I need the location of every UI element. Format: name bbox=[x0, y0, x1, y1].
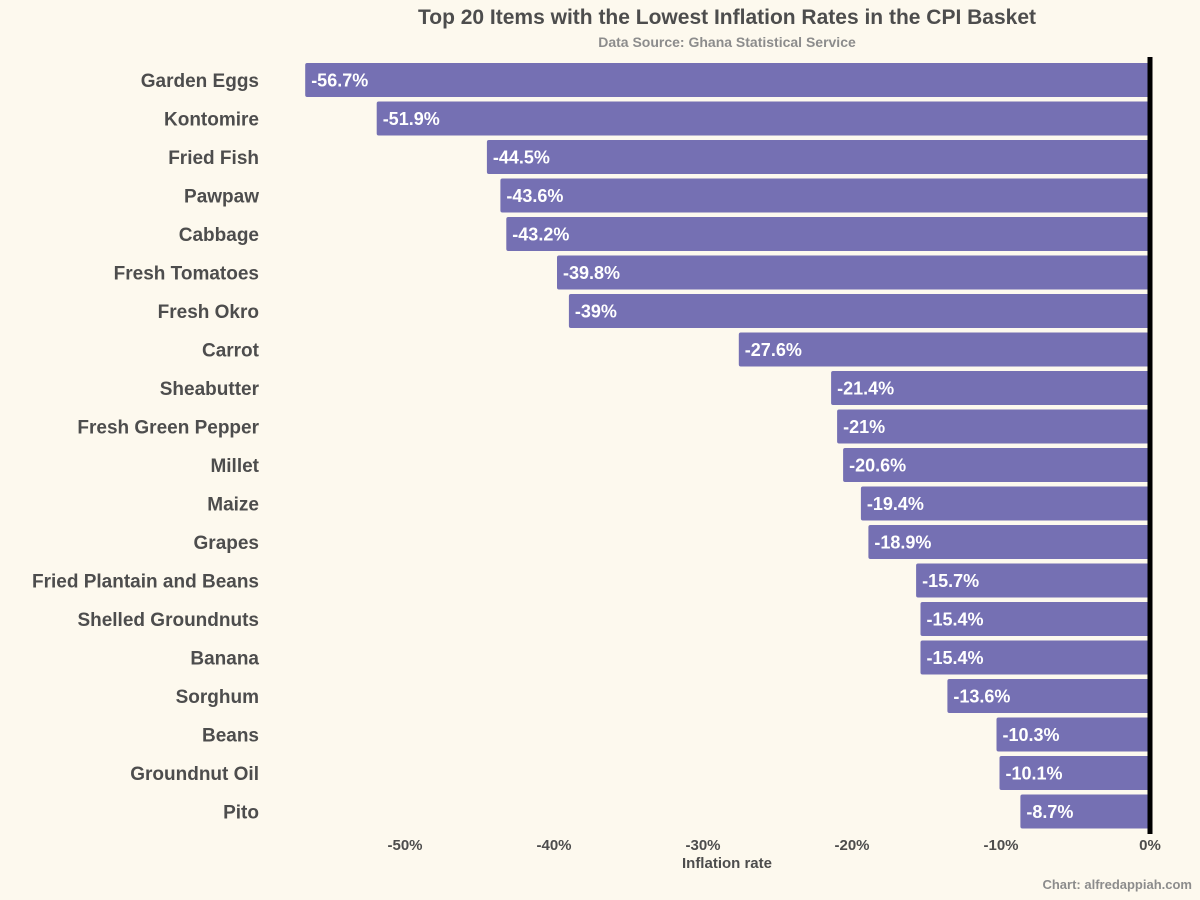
category-label: Pawpaw bbox=[184, 187, 259, 208]
category-label: Sorghum bbox=[176, 687, 259, 708]
bar-value-label: -19.4% bbox=[867, 494, 924, 514]
x-tick-label: -30% bbox=[685, 837, 720, 854]
category-label: Garden Eggs bbox=[141, 71, 259, 92]
bar bbox=[376, 101, 1150, 136]
bar bbox=[305, 63, 1150, 97]
x-axis-ticks: -50% -40% -30% -20% -10% 0% bbox=[387, 837, 1160, 854]
bar-value-label: -21.4% bbox=[837, 379, 894, 399]
category-label: Pito bbox=[223, 803, 259, 824]
chart-caption: Chart: alfredappiah.com bbox=[1042, 877, 1192, 892]
bar-value-label: -15.7% bbox=[922, 571, 979, 591]
bar bbox=[996, 717, 1150, 752]
x-tick-label: -40% bbox=[536, 837, 571, 854]
category-label: Fried Plantain and Beans bbox=[32, 572, 259, 593]
category-label: Groundnut Oil bbox=[130, 764, 259, 785]
bar-value-label: -44.5% bbox=[493, 148, 550, 168]
category-label: Sheabutter bbox=[160, 379, 260, 400]
bar-value-label: -15.4% bbox=[927, 648, 984, 668]
category-label: Banana bbox=[190, 649, 259, 670]
bar bbox=[868, 525, 1150, 559]
bar bbox=[920, 640, 1150, 675]
x-tick-label: -20% bbox=[834, 837, 869, 854]
bar-value-label: -10.1% bbox=[1006, 764, 1063, 784]
bar bbox=[500, 178, 1150, 213]
bars-layer: -56.7% Garden Eggs -51.9% Kontomire -44.5% Fr… bbox=[32, 63, 1150, 829]
x-tick-label: -50% bbox=[387, 837, 422, 854]
bar-value-label: -51.9% bbox=[383, 109, 440, 129]
x-tick-label: -10% bbox=[983, 837, 1018, 854]
bar bbox=[486, 140, 1150, 174]
bar-value-label: -39.8% bbox=[563, 263, 620, 283]
bar-value-label: -43.2% bbox=[512, 225, 569, 245]
bar bbox=[568, 294, 1150, 328]
bar-value-label: -20.6% bbox=[849, 456, 906, 476]
category-label: Fresh Tomatoes bbox=[114, 264, 259, 285]
bar bbox=[837, 409, 1150, 444]
bar bbox=[843, 448, 1150, 482]
chart-subtitle: Data Source: Ghana Statistical Service bbox=[598, 34, 856, 50]
bar-value-label: -27.6% bbox=[745, 340, 802, 360]
category-label: Fresh Okro bbox=[158, 302, 259, 323]
bar-value-label: -43.6% bbox=[506, 186, 563, 206]
category-label: Millet bbox=[210, 456, 259, 477]
bar bbox=[860, 486, 1150, 521]
bar-value-label: -56.7% bbox=[311, 71, 368, 91]
bar-value-label: -15.4% bbox=[927, 610, 984, 630]
category-label: Cabbage bbox=[179, 225, 259, 246]
bar bbox=[506, 217, 1150, 251]
bar-value-label: -13.6% bbox=[953, 687, 1010, 707]
category-label: Grapes bbox=[194, 533, 259, 554]
category-label: Maize bbox=[207, 495, 259, 516]
bar-value-label: -21% bbox=[843, 417, 885, 437]
bar bbox=[557, 255, 1150, 290]
category-label: Fresh Green Pepper bbox=[77, 418, 259, 439]
bar bbox=[947, 679, 1150, 713]
bar-value-label: -10.3% bbox=[1003, 725, 1060, 745]
bar bbox=[999, 756, 1150, 790]
category-label: Shelled Groundnuts bbox=[77, 610, 259, 631]
chart-title: Top 20 Items with the Lowest Inflation R… bbox=[418, 6, 1036, 29]
bar bbox=[920, 602, 1150, 636]
bar bbox=[738, 332, 1150, 367]
category-label: Kontomire bbox=[164, 110, 259, 131]
x-axis-title: Inflation rate bbox=[682, 855, 772, 872]
category-label: Beans bbox=[202, 726, 259, 747]
bar-value-label: -39% bbox=[575, 302, 617, 322]
bar-value-label: -18.9% bbox=[874, 533, 931, 553]
bar bbox=[916, 563, 1150, 598]
bar-value-label: -8.7% bbox=[1026, 802, 1073, 822]
bar bbox=[1020, 794, 1150, 829]
category-label: Carrot bbox=[202, 341, 260, 362]
x-tick-label: 0% bbox=[1139, 837, 1161, 854]
bar bbox=[831, 371, 1150, 405]
category-label: Fried Fish bbox=[168, 148, 259, 169]
